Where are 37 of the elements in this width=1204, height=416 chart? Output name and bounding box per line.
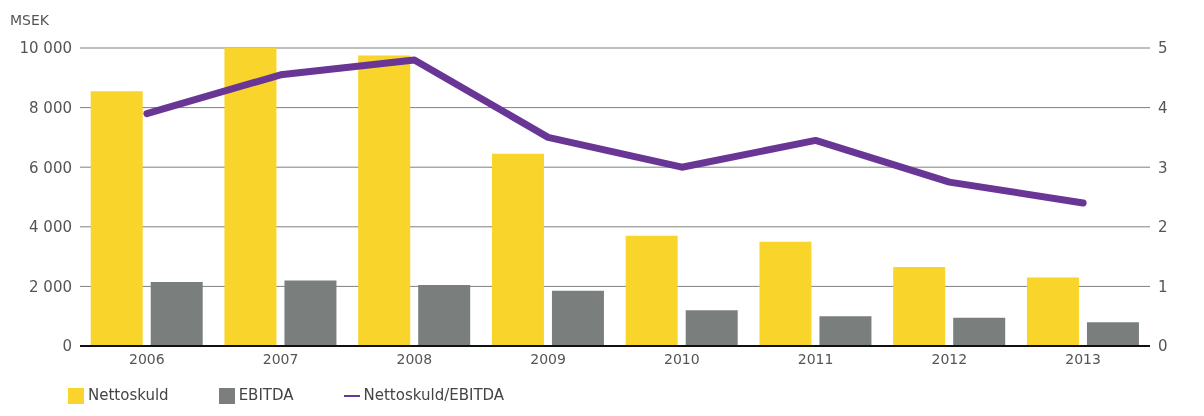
bar: [90, 91, 143, 346]
y-tick-label: 2 000: [29, 277, 72, 296]
x-tick-label: 2010: [664, 350, 700, 367]
y-tick-label: 6 000: [29, 158, 72, 177]
y-tick-label: 8 000: [29, 98, 72, 117]
y2-tick-label: 5: [1158, 39, 1168, 58]
bar: [819, 316, 872, 346]
y2-tick-label: 2: [1158, 218, 1168, 237]
x-tick-label: 2009: [530, 350, 566, 367]
legend-label: EBITDA: [238, 386, 294, 404]
bar: [953, 317, 1006, 346]
y2-tick-label: 3: [1158, 158, 1168, 177]
x-tick-label: 2012: [931, 350, 968, 367]
y2-tick-label: 4: [1158, 98, 1168, 117]
bar: [685, 310, 738, 346]
y-axis-title: MSEK: [10, 12, 49, 28]
legend-label: Nettoskuld/EBITDA: [363, 386, 505, 404]
bar: [759, 241, 812, 346]
bar: [1086, 322, 1139, 346]
bar: [551, 290, 604, 346]
x-tick-label: 2007: [262, 350, 299, 367]
legend-label: Nettoskuld: [88, 386, 169, 404]
bar: [893, 267, 946, 346]
bar: [491, 153, 544, 346]
y-tick-label: 0: [62, 337, 72, 356]
x-tick-label: 2011: [797, 350, 834, 367]
x-tick-label: 2013: [1065, 350, 1101, 367]
y2-tick-label: 0: [1158, 337, 1168, 356]
bar: [358, 55, 411, 346]
bar: [224, 48, 277, 346]
y-tick-label: 4 000: [29, 218, 72, 237]
bar: [1026, 277, 1079, 346]
y2-tick-label: 1: [1158, 277, 1168, 296]
y-tick-label: 10 000: [19, 39, 72, 58]
bar: [625, 235, 678, 346]
x-tick-label: 2008: [396, 350, 433, 367]
x-tick-label: 2006: [129, 350, 165, 367]
